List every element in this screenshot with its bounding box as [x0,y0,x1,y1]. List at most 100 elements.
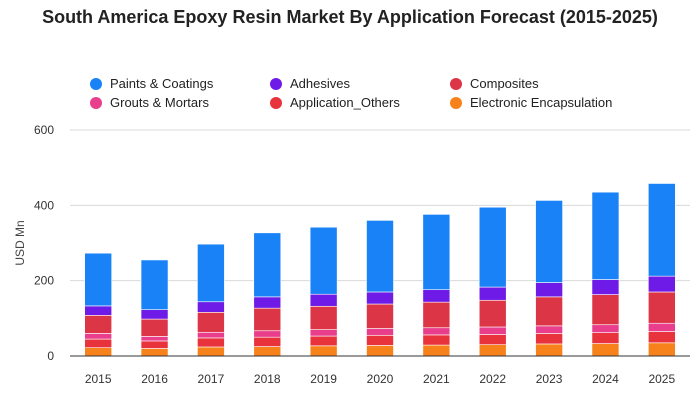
bar-segment-electronic-encapsulation-2015[interactable] [84,347,112,357]
legend-swatch-adhesives [270,77,282,90]
bar-segment-electronic-encapsulation-2017[interactable] [197,346,225,357]
legend-item-application-others[interactable]: Application_Others [270,95,400,110]
bar-segment-composites-2022[interactable] [478,299,507,328]
bar-segment-composites-2016[interactable] [140,318,169,337]
bar-segment-application-others-2015[interactable] [84,338,112,349]
bar-segment-application-others-2023[interactable] [535,333,563,345]
bar-segment-composites-2015[interactable] [84,315,112,334]
bar-segment-grouts-mortars-2023[interactable] [535,325,563,334]
bar-segment-adhesives-2017[interactable] [197,301,225,313]
bar-segment-paints-coatings-2016[interactable] [140,259,169,310]
bar-segment-application-others-2024[interactable] [591,332,620,344]
bar-segment-paints-coatings-2024[interactable] [591,191,620,280]
x-tick-label: 2025 [648,372,675,386]
bar-segment-composites-2017[interactable] [197,312,225,333]
bar-segment-paints-coatings-2022[interactable] [478,206,507,288]
bar-segment-grouts-mortars-2019[interactable] [309,329,338,337]
bar-segment-composites-2024[interactable] [591,294,620,326]
bar-segment-electronic-encapsulation-2021[interactable] [422,344,451,357]
bar-segment-application-others-2021[interactable] [422,334,451,346]
bar-segment-paints-coatings-2017[interactable] [197,243,225,303]
bar-stacks [84,183,676,357]
x-tick-label: 2019 [310,372,337,386]
legend-item-adhesives[interactable]: Adhesives [270,76,350,91]
legend-label-composites: Composites [470,76,539,91]
legend-item-composites[interactable]: Composites [450,76,539,91]
bar-segment-paints-coatings-2019[interactable] [309,226,338,295]
bar-segment-electronic-encapsulation-2018[interactable] [253,346,282,357]
x-tick-label: 2021 [423,372,450,386]
legend-item-paints-coatings[interactable]: Paints & Coatings [90,76,213,91]
bar-segment-application-others-2019[interactable] [309,335,338,347]
legend-item-electronic-encapsulation[interactable]: Electronic Encapsulation [450,95,612,110]
bar-segment-application-others-2018[interactable] [253,336,282,347]
x-tick-label: 2017 [198,372,225,386]
legend-swatch-application-others [270,96,282,109]
bar-segment-electronic-encapsulation-2023[interactable] [535,343,563,357]
bar-segment-grouts-mortars-2016[interactable] [140,336,169,342]
bar-segment-electronic-encapsulation-2024[interactable] [591,343,620,357]
legend-swatch-grouts-mortars [90,96,102,109]
bar-segment-paints-coatings-2015[interactable] [84,252,112,307]
bar-segment-composites-2023[interactable] [535,296,563,327]
bar-segment-grouts-mortars-2025[interactable] [648,322,676,332]
bar-segment-grouts-mortars-2018[interactable] [253,330,282,338]
bar-segment-adhesives-2016[interactable] [140,309,169,320]
bar-segment-electronic-encapsulation-2025[interactable] [648,342,676,357]
bar-segment-paints-coatings-2020[interactable] [366,220,394,293]
bar-segment-adhesives-2018[interactable] [253,296,282,309]
bar-segment-application-others-2017[interactable] [197,337,225,348]
bar-segment-application-others-2025[interactable] [648,331,676,344]
bar-segment-adhesives-2025[interactable] [648,275,676,293]
x-tick-label: 2022 [479,372,506,386]
bar-segment-grouts-mortars-2024[interactable] [591,324,620,333]
bar-segment-adhesives-2019[interactable] [309,293,338,307]
legend-label-paints-coatings: Paints & Coatings [110,76,214,91]
y-tick-label: 600 [34,123,54,137]
bar-segment-paints-coatings-2023[interactable] [535,200,563,283]
bar-segment-paints-coatings-2025[interactable] [648,183,676,277]
bar-segment-adhesives-2024[interactable] [591,279,620,295]
bar-segment-grouts-mortars-2017[interactable] [197,331,225,339]
chart-title: South America Epoxy Resin Market By Appl… [42,7,658,27]
chart-legend: Paints & Coatings Adhesives Composites G… [0,0,700,120]
legend-label-electronic-encapsulation: Electronic Encapsulation [470,95,613,110]
legend-swatch-paints-coatings [90,77,102,90]
bar-segment-electronic-encapsulation-2016[interactable] [140,348,169,357]
x-tick-label: 2020 [367,372,394,386]
x-tick-label: 2015 [85,372,112,386]
bar-segment-paints-coatings-2018[interactable] [253,232,282,298]
bar-segment-adhesives-2020[interactable] [366,291,394,305]
bar-segment-adhesives-2021[interactable] [422,289,451,303]
bar-segment-application-others-2016[interactable] [140,340,169,349]
bar-segment-electronic-encapsulation-2019[interactable] [309,345,338,357]
bar-segment-application-others-2020[interactable] [366,334,394,346]
bar-segment-composites-2019[interactable] [309,305,338,330]
bar-segment-grouts-mortars-2020[interactable] [366,328,394,336]
y-axis-title: USD Mn [13,220,27,265]
bar-segment-composites-2021[interactable] [422,301,451,329]
bar-segment-grouts-mortars-2015[interactable] [84,333,112,340]
bar-segment-composites-2018[interactable] [253,307,282,332]
x-tick-label: 2016 [141,372,168,386]
legend-item-grouts-mortars[interactable]: Grouts & Mortars [90,95,209,110]
y-tick-label: 200 [34,274,54,288]
x-axis-ticks: 2015 2016 2017 2018 2019 2020 2021 2022 2023 2024… [85,372,676,386]
legend-label-adhesives: Adhesives [290,76,350,91]
bar-segment-paints-coatings-2021[interactable] [422,214,451,291]
x-tick-label: 2024 [592,372,619,386]
bar-segment-adhesives-2022[interactable] [478,286,507,301]
legend-swatch-composites [450,77,462,90]
bar-segment-electronic-encapsulation-2022[interactable] [478,344,507,357]
x-tick-label: 2018 [254,372,281,386]
bar-segment-application-others-2022[interactable] [478,334,507,345]
x-tick-label: 2023 [536,372,563,386]
bar-segment-adhesives-2015[interactable] [84,305,112,316]
bar-segment-composites-2025[interactable] [648,291,676,324]
bar-segment-grouts-mortars-2021[interactable] [422,327,451,336]
bar-segment-grouts-mortars-2022[interactable] [478,326,507,335]
bar-segment-composites-2020[interactable] [366,303,394,329]
bar-segment-adhesives-2023[interactable] [535,282,563,298]
bar-segment-electronic-encapsulation-2020[interactable] [366,345,394,357]
